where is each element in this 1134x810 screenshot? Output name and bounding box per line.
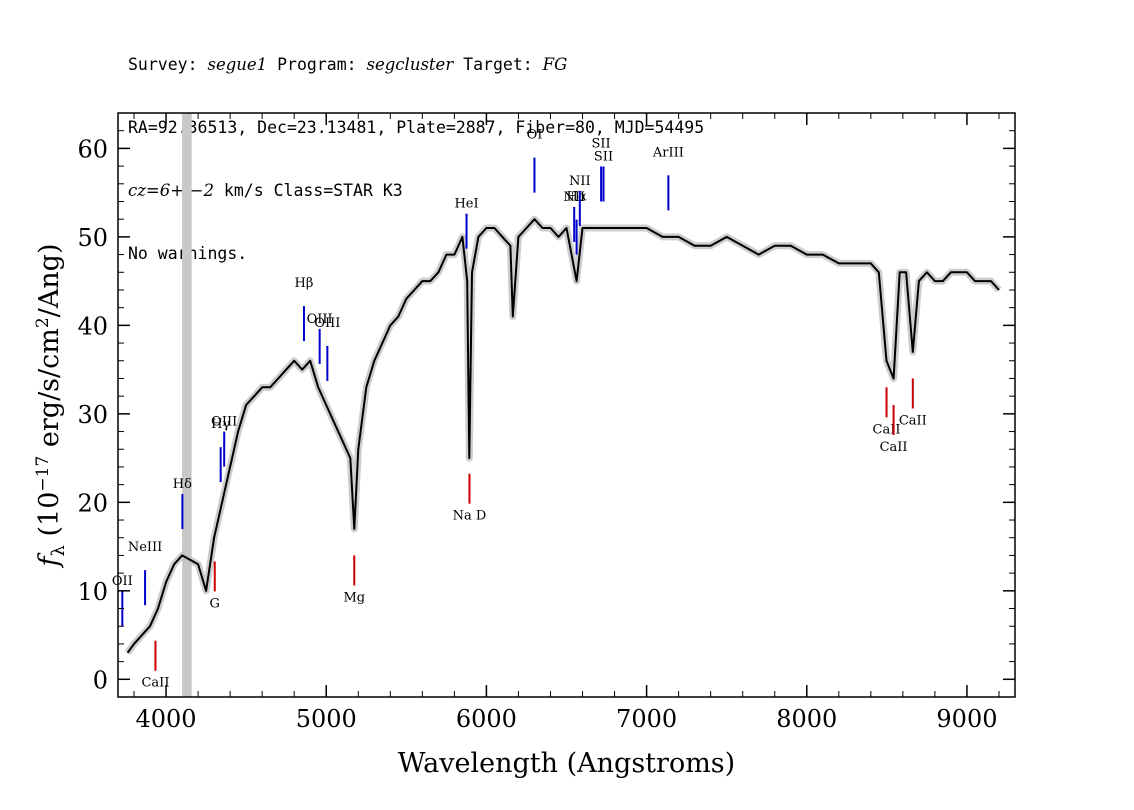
emission-line-label: Hγ xyxy=(211,417,230,432)
absorption-line-label: CaII xyxy=(899,413,927,428)
emission-line-label: OII xyxy=(112,574,133,589)
emission-line-label: OIII xyxy=(307,312,333,327)
y-axis-label: fλ (10−17 erg/s/cm2/Ang) xyxy=(33,244,69,569)
x-axis-label: Wavelength (Angstroms) xyxy=(398,748,735,779)
header-fragment: FG xyxy=(542,55,568,74)
error-band xyxy=(124,215,1002,655)
x-tick-label: 4000 xyxy=(136,705,197,733)
header-fragment: cz=6+/−2 xyxy=(128,181,214,200)
x-tick-label: 6000 xyxy=(456,705,517,733)
masked-band xyxy=(182,113,192,697)
y-axis-label-part: −17 xyxy=(33,456,53,492)
y-tick-label: 60 xyxy=(77,135,108,163)
y-axis-label-part: λ xyxy=(48,545,69,556)
y-axis-label-part: 2 xyxy=(33,317,53,328)
y-tick-label: 0 xyxy=(93,666,108,694)
emission-line-label: ArIII xyxy=(652,145,684,160)
header-fragment: Program: xyxy=(267,55,367,74)
absorption-line-label: CaII xyxy=(141,676,169,691)
emission-line-label: Hβ xyxy=(295,276,314,291)
emission-line-label: HeI xyxy=(454,197,478,212)
emission-line-label: NeIII xyxy=(128,540,162,555)
header-fragment: Target: xyxy=(453,55,543,74)
x-tick-label: 9000 xyxy=(936,705,997,733)
header-line-redshift: cz=6+/−2 km/s Class=STAR K3 xyxy=(128,180,704,201)
y-axis-label-part: erg/s/cm xyxy=(34,328,65,456)
emission-line-label: Hα xyxy=(567,190,587,205)
header-line-survey: Survey: segue1 Program: segcluster Targe… xyxy=(128,54,704,75)
absorption-line-label: G xyxy=(210,596,220,611)
x-tick-label: 5000 xyxy=(296,705,357,733)
header-fragment: segcluster xyxy=(366,55,454,74)
y-tick-label: 10 xyxy=(77,578,108,606)
header-fragment: Survey: xyxy=(128,55,208,74)
emission-line-label: OIII xyxy=(314,316,340,331)
emission-line-label: Hδ xyxy=(173,477,192,492)
absorption-line-label: Na D xyxy=(453,509,487,524)
spectrum-line xyxy=(126,218,1000,654)
x-tick-label: 8000 xyxy=(776,705,837,733)
header-line-warnings: No warnings. xyxy=(128,244,248,263)
header-fragment: km/s Class=STAR K3 xyxy=(213,181,403,200)
y-tick-label: 40 xyxy=(77,312,108,340)
absorption-line-label: CaII xyxy=(880,440,908,455)
y-tick-label: 30 xyxy=(77,401,108,429)
y-axis-label-part: /Ang) xyxy=(34,244,65,318)
y-tick-label: 20 xyxy=(77,489,108,517)
absorption-line-label: CaII xyxy=(873,422,901,437)
absorption-line-label: Mg xyxy=(343,590,365,605)
header-fragment: segue1 xyxy=(207,55,268,74)
emission-line-label: OI xyxy=(527,128,543,143)
plot-frame xyxy=(117,112,1016,698)
emission-line-label: SII xyxy=(594,149,613,164)
emission-line-label: OIII xyxy=(211,415,237,430)
x-tick-label: 7000 xyxy=(616,705,677,733)
y-tick-label: 50 xyxy=(77,224,108,252)
emission-line-label: SII xyxy=(592,136,611,151)
y-axis-label-part: (10 xyxy=(34,492,65,545)
emission-line-label: NII xyxy=(569,174,591,189)
